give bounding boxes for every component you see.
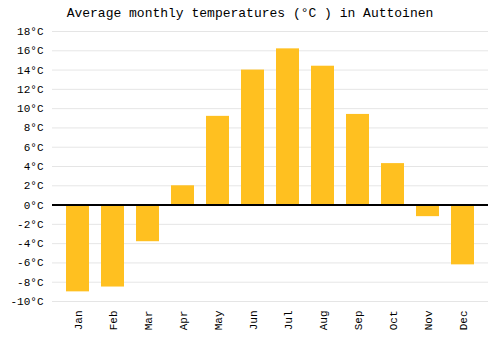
html-text:Average monthly temperatures (: Average monthly temperatures (°C ) in Au… [66,6,434,21]
svg-text:Jun: Jun [248,311,260,331]
svg-text:Sep: Sep [353,311,365,331]
svg-text:-6°C: -6°C [17,257,44,269]
svg-text:14°C: 14°C [17,65,44,77]
svg-text:Feb: Feb [108,311,120,331]
svg-text:-10°C: -10°C [10,296,43,308]
svg-text:Mar: Mar [143,311,155,331]
svg-text:Jul: Jul [283,311,295,331]
svg-text:May: May [213,310,225,330]
svg-text:Jan: Jan [73,311,85,331]
svg-text:-4°C: -4°C [17,238,44,250]
svg-text:-2°C: -2°C [17,219,44,231]
svg-text:4°C: 4°C [24,161,44,173]
svg-text:Dec: Dec [458,311,470,331]
svg-text:Nov: Nov [423,310,435,330]
svg-text:2°C: 2°C [24,180,44,192]
svg-text:Apr: Apr [178,311,190,331]
svg-text:Aug: Aug [318,311,330,331]
svg-text:0°C: 0°C [24,200,44,212]
svg-text:8°C: 8°C [24,122,44,134]
svg-text:-8°C: -8°C [17,277,44,289]
svg-text:16°C: 16°C [17,45,44,57]
svg-text:Oct: Oct [388,311,400,331]
svg-text:12°C: 12°C [17,84,44,96]
svg-text:10°C: 10°C [17,103,44,115]
svg-text:18°C: 18°C [17,26,44,38]
svg-text:6°C: 6°C [24,142,44,154]
